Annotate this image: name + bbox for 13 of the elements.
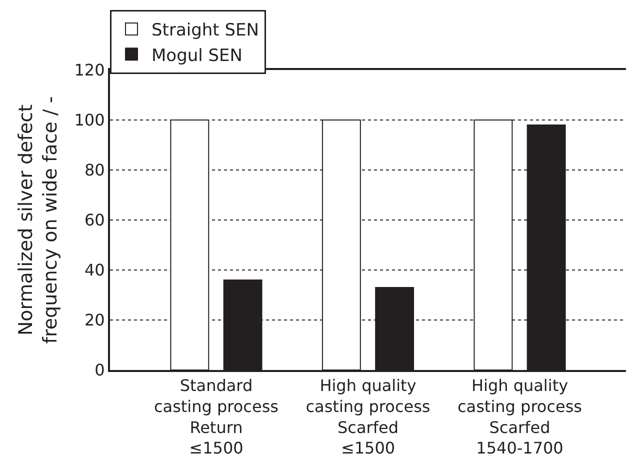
y-tick-label: 80 bbox=[84, 160, 105, 180]
y-axis-title: Normalized silver defect frequency on wide face / - bbox=[14, 96, 62, 344]
x-tick-label: High quality casting process Scarfed ≤1500 bbox=[306, 376, 430, 458]
y-tick-label: 40 bbox=[84, 260, 105, 280]
legend-label: Straight SEN bbox=[152, 20, 259, 41]
legend-label: Mogul SEN bbox=[152, 46, 243, 66]
y-tick-label: 100 bbox=[74, 110, 105, 130]
x-tick-label: Standard casting process Return ≤1500 bbox=[154, 376, 279, 458]
y-tick-label: 60 bbox=[84, 210, 105, 230]
x-tick-label: High quality casting process Scarfed 1540-1700 bbox=[457, 376, 582, 458]
y-tick-label: 0 bbox=[94, 360, 105, 380]
y-tick-label: 120 bbox=[74, 60, 105, 80]
y-tick-label: 20 bbox=[84, 310, 105, 330]
